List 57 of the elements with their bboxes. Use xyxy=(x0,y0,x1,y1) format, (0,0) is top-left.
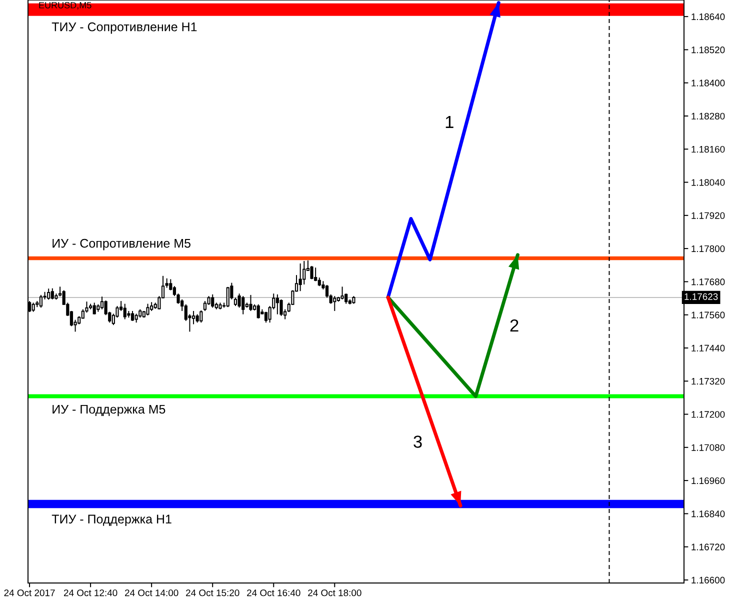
series-label: 1 xyxy=(446,116,454,128)
x-tick-label: 24 Oct 18:00 xyxy=(308,590,362,596)
candlestick xyxy=(333,296,336,312)
candlestick xyxy=(298,262,302,292)
y-tick-label: 1.17680 xyxy=(692,278,725,286)
candlestick xyxy=(256,304,260,319)
candlestick xyxy=(276,294,279,315)
ref-line-label: ТИУ - Сопротивление H1 xyxy=(52,22,197,34)
y-tick-label: 1.17320 xyxy=(692,378,725,385)
candlestick xyxy=(92,302,96,315)
candlestick xyxy=(123,303,126,320)
candlestick xyxy=(47,288,50,300)
ref-line-label: ИУ - Поддержка M5 xyxy=(52,404,166,416)
candlestick xyxy=(280,298,283,316)
y-tick-label: 1.18400 xyxy=(692,80,725,86)
ref-line-label: ИУ - Сопротивление M5 xyxy=(52,238,190,250)
y-tick-label: 1.17200 xyxy=(692,411,725,418)
x-tick-label: 24 Oct 16:40 xyxy=(247,590,300,596)
y-tick-label: 1.17920 xyxy=(692,212,725,219)
candlestick xyxy=(200,310,203,324)
y-tick-label: 1.16720 xyxy=(692,544,725,550)
candlestick xyxy=(203,300,207,312)
y-tick-label: 1.18640 xyxy=(692,13,725,20)
x-tick-label: 24 Oct 15:20 xyxy=(186,590,240,596)
y-tick-label: 1.16600 xyxy=(692,576,725,584)
candlestick xyxy=(32,302,35,312)
series-label: 2 xyxy=(510,319,518,332)
x-tick-label: 24 Oct 12:40 xyxy=(64,590,118,596)
candlestick xyxy=(192,310,196,325)
y-tick-label: 1.17800 xyxy=(692,245,725,252)
candlestick xyxy=(211,294,214,308)
y-tick-label: 1.18280 xyxy=(692,112,725,120)
ref-line-label: 1.17623 xyxy=(684,293,718,300)
y-tick-label: 1.18160 xyxy=(692,146,725,153)
y-tick-label: 1.16960 xyxy=(692,477,725,484)
candlestick xyxy=(340,286,344,300)
candlestick xyxy=(226,286,230,308)
candlestick xyxy=(169,278,172,291)
y-tick-label: 1.16840 xyxy=(692,510,725,518)
candlestick xyxy=(39,294,43,308)
candlestick xyxy=(100,296,104,310)
candlestick xyxy=(242,296,245,315)
series-label: 3 xyxy=(414,436,422,448)
x-tick-label: 24 Oct 14:00 xyxy=(125,590,178,596)
y-tick-label: 1.17440 xyxy=(692,344,725,352)
y-tick-label: 1.18520 xyxy=(692,46,725,54)
x-tick-label: 24 Oct 2017 xyxy=(4,590,55,596)
candlestick xyxy=(314,267,318,282)
candlestick xyxy=(130,310,134,322)
y-tick-label: 1.17080 xyxy=(692,444,725,451)
y-tick-label: 1.17560 xyxy=(692,312,725,318)
candlestick xyxy=(50,288,54,300)
candlestick xyxy=(146,303,150,316)
chart-title: EURUSD,M5 xyxy=(39,2,92,10)
y-tick-label: 1.18040 xyxy=(692,179,725,186)
ref-line-label: ТИУ - Поддержка H1 xyxy=(52,514,172,526)
candlestick xyxy=(249,294,252,312)
